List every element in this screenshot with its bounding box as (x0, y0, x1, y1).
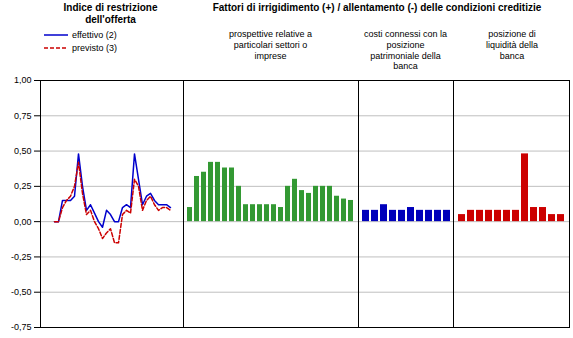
html-text:effettivo (2): effettivo (2) (72, 30, 117, 40)
svg-text:1,00: 1,00 (14, 76, 32, 86)
html-text:Indice di restrizione dell'off: Indice di restrizione dell'offerta (63, 2, 158, 25)
svg-text:-0,50: -0,50 (11, 287, 32, 297)
svg-text:-0,25: -0,25 (11, 252, 32, 262)
html-text:posizione di liquidità della b: posizione di liquidità della banca (486, 29, 538, 61)
html-text:previsto (3): previsto (3) (72, 42, 117, 53)
html-text:prospettive relative a partico: prospettive relative a particolari setto… (229, 29, 312, 61)
html-text:costi connessi con la posizion: costi connessi con la posizione patrimon… (364, 29, 447, 72)
svg-text:0,25: 0,25 (14, 181, 32, 191)
svg-text:0,50: 0,50 (14, 146, 32, 156)
svg-text:0,75: 0,75 (14, 111, 32, 121)
html-text:Fattori di irrigidimento (+) /: Fattori di irrigidimento (+) / allentame… (212, 2, 542, 13)
svg-text:0,00: 0,00 (14, 217, 32, 227)
svg-text:-0,75: -0,75 (11, 323, 32, 333)
